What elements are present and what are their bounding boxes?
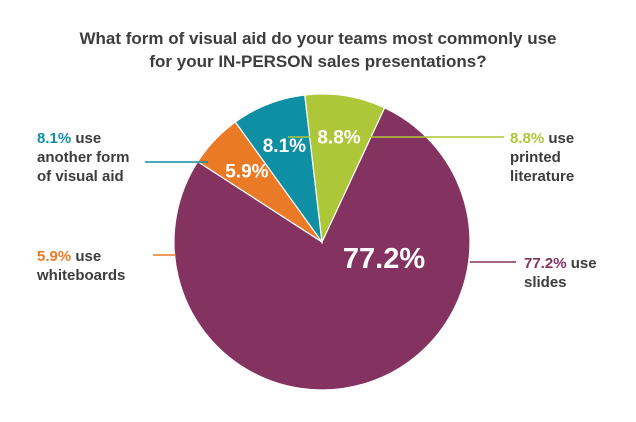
callout-percent: 5.9%: [37, 248, 71, 265]
callout-percent: 77.2%: [524, 255, 567, 272]
callout-text-line: literature: [510, 168, 574, 185]
callout-text-line: another form: [37, 149, 130, 166]
slice-value-label: 5.9%: [225, 161, 268, 182]
chart-title-line-1: What form of visual aid do your teams mo…: [79, 29, 556, 48]
callout-text-line: slides: [524, 274, 567, 291]
callout-heading: 8.8% use: [510, 130, 574, 147]
callout-verb: use: [544, 130, 574, 147]
callout-text-line: whiteboards: [36, 267, 125, 284]
callout-percent: 8.1%: [37, 130, 71, 147]
callout-percent: 8.8%: [510, 130, 544, 147]
slice-value-label: 8.8%: [317, 127, 360, 148]
callout-text-line: of visual aid: [37, 168, 124, 185]
slice-labels: 77.2% 5.9% 8.1% 8.8%: [225, 127, 425, 275]
chart-title-line-2: for your IN-PERSON sales presentations?: [149, 52, 486, 71]
pie-slice-8-8pct: [304, 93, 386, 245]
callout-leader-lines: [145, 136, 516, 263]
slice-value-label: 77.2%: [343, 243, 425, 275]
callout-verb: use: [567, 255, 597, 272]
pie-slice-77-2pct: [173, 107, 471, 391]
callout-verb: use: [71, 248, 101, 265]
callout-text-line: printed: [510, 149, 561, 166]
callout-heading: 8.1% use: [37, 130, 101, 147]
callout-heading: 5.9% use: [37, 248, 101, 265]
chart-title: What form of visual aid do your teams mo…: [79, 29, 556, 71]
callout-heading: 77.2% use: [524, 255, 597, 272]
callout-verb: use: [71, 130, 101, 147]
slice-value-label: 8.1%: [263, 136, 306, 157]
pie-slices: [173, 93, 471, 391]
